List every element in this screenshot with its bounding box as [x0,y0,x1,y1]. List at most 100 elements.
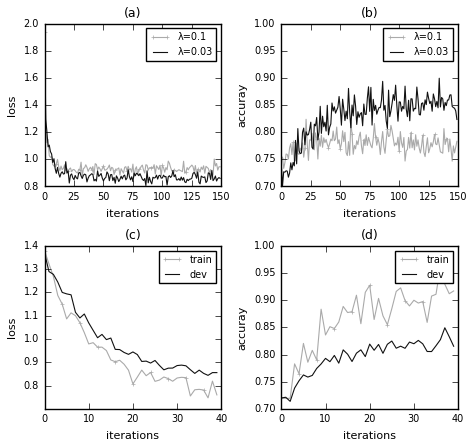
Line: train: train [279,264,456,401]
train [210,379,215,384]
Legend: λ=0.1, λ=0.03: λ=0.1, λ=0.03 [383,29,453,61]
dev [139,359,145,364]
X-axis label: iterations: iterations [343,431,396,441]
train [188,393,193,399]
Line: dev: dev [45,253,217,375]
λ=0.03 [349,102,355,108]
dev [279,395,284,401]
dev [121,350,127,355]
train [73,313,78,319]
λ=0.1 [279,155,284,160]
λ=0.03 [280,183,285,189]
train [318,306,324,312]
Line: λ=0.03: λ=0.03 [282,78,457,186]
train [398,285,403,291]
dev [170,366,175,371]
dev [358,347,364,353]
train [135,375,140,380]
λ=0.1 [131,174,137,180]
dev [296,378,302,383]
dev [148,360,154,366]
dev [411,341,417,346]
Y-axis label: accuray: accuray [237,305,247,349]
train [451,288,456,293]
dev [55,280,61,285]
train [367,283,373,288]
λ=0.1 [281,166,287,171]
train [283,396,289,401]
dev [407,340,412,345]
train [358,321,364,327]
train [411,297,417,303]
λ=0.03 [164,182,170,188]
λ=0.1 [338,141,344,146]
train [143,373,149,379]
train [442,281,447,287]
dev [77,315,83,321]
dev [331,353,337,358]
train [205,395,211,401]
train [349,309,355,314]
dev [287,399,293,404]
X-axis label: iterations: iterations [107,209,159,219]
train [179,375,184,380]
dev [327,359,333,364]
train [323,332,328,338]
dev [161,367,167,372]
Line: λ=0.1: λ=0.1 [279,117,459,171]
dev [91,327,96,333]
train [376,296,382,301]
λ=0.03 [42,19,47,24]
λ=0.1 [188,164,193,169]
dev [416,338,421,343]
train [117,358,122,363]
train [310,348,315,353]
X-axis label: iterations: iterations [343,209,396,219]
Y-axis label: loss: loss [7,95,17,116]
train [424,320,430,325]
train [121,362,127,367]
dev [64,291,70,297]
λ=0.1 [217,164,223,169]
train [108,357,114,362]
dev [349,359,355,364]
train [130,381,136,387]
train [287,396,293,401]
λ=0.1 [303,116,309,122]
train [340,304,346,309]
dev [301,372,306,378]
dev [205,373,211,378]
train [354,293,359,298]
Line: λ=0.03: λ=0.03 [45,22,220,185]
dev [112,347,118,352]
train [55,293,61,298]
train [389,306,395,311]
train [103,348,109,353]
train [126,367,131,373]
dev [201,370,207,376]
dev [135,352,140,357]
train [407,303,412,309]
Line: dev: dev [282,328,454,401]
dev [117,347,122,352]
dev [371,348,377,353]
dev [380,351,386,356]
dev [424,349,430,354]
Title: (d): (d) [361,229,379,242]
λ=0.03 [279,161,284,167]
train [68,310,74,315]
dev [68,292,74,297]
train [331,326,337,331]
dev [310,373,315,378]
dev [214,370,220,375]
λ=0.03 [141,178,146,183]
train [174,375,180,381]
λ=0.1 [164,167,170,172]
train [314,357,319,362]
dev [42,250,47,256]
λ=0.1 [402,158,408,164]
λ=0.1 [350,151,356,157]
train [345,310,350,315]
train [156,377,162,383]
dev [367,341,373,347]
